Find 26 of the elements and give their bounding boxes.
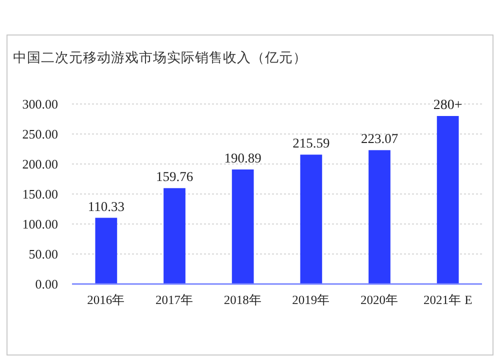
- bar: [232, 169, 254, 284]
- data-label: 223.07: [360, 131, 398, 146]
- bar: [436, 116, 459, 284]
- y-tick-label: 200.00: [22, 156, 58, 172]
- chart-title: 中国二次元移动游戏市场实际销售收入（亿元）: [13, 50, 307, 65]
- bar: [95, 218, 118, 284]
- x-tick-label: 2017年: [156, 293, 194, 307]
- x-tick-label: 2020年: [360, 293, 398, 307]
- y-tick-label: 150.00: [22, 186, 58, 202]
- data-label: 215.59: [292, 136, 330, 151]
- x-tick-label: 2016年: [87, 293, 126, 307]
- data-label: 110.33: [88, 198, 125, 214]
- data-label: 280+: [433, 98, 462, 113]
- bar: [164, 188, 186, 284]
- y-tick-label: 250.00: [22, 126, 58, 142]
- x-tick-label: 2021年 E: [423, 293, 473, 307]
- x-tick-label: 2019年: [292, 293, 330, 307]
- data-label: 190.89: [224, 150, 262, 166]
- bar: [300, 154, 322, 284]
- data-label: 159.76: [156, 169, 194, 184]
- y-tick-label: 0.00: [35, 276, 58, 292]
- bar: [368, 150, 390, 284]
- y-tick-label: 100.00: [22, 216, 58, 232]
- y-tick-label: 300.00: [22, 96, 58, 112]
- y-tick-label: 50.00: [28, 246, 58, 262]
- x-tick-label: 2018年: [224, 293, 262, 307]
